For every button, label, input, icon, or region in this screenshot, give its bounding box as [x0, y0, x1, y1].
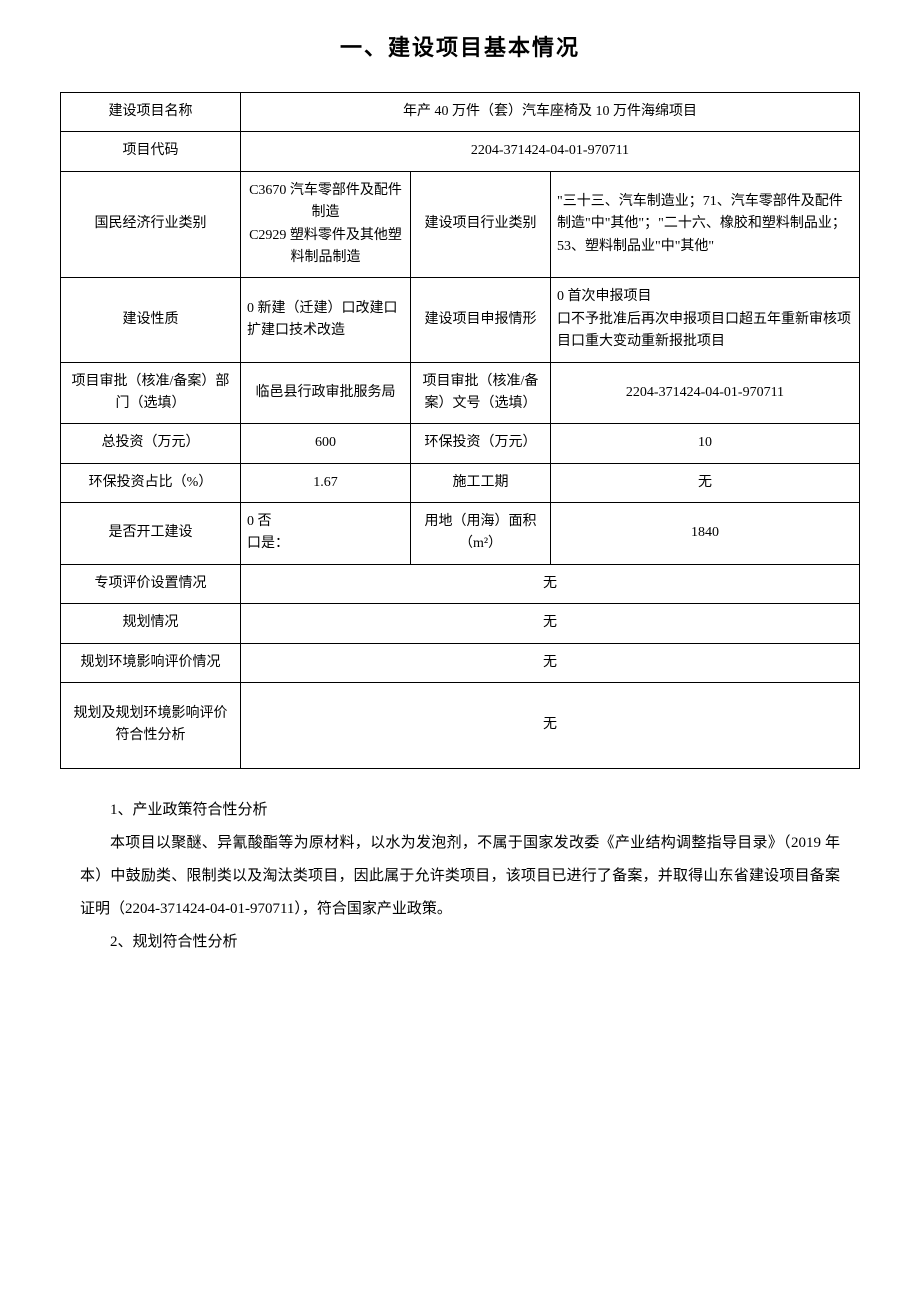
body-paragraphs: 1、产业政策符合性分析 本项目以聚醚、异氰酸酯等为原材料，以水为发泡剂，不属于国… [60, 794, 860, 959]
paragraph: 本项目以聚醚、异氰酸酯等为原材料，以水为发泡剂，不属于国家发改委《产业结构调整指… [80, 827, 840, 926]
cell-label: 专项评价设置情况 [61, 564, 241, 603]
cell-value: 0 否 口是： [241, 503, 411, 565]
cell-value: 无 [241, 564, 860, 603]
table-row: 国民经济行业类别 C3670 汽车零部件及配件制造 C2929 塑料零件及其他塑… [61, 171, 860, 278]
paragraph: 1、产业政策符合性分析 [80, 794, 840, 827]
table-row: 建设项目名称 年产 40 万件（套）汽车座椅及 10 万件海绵项目 [61, 93, 860, 132]
cell-value: 10 [551, 424, 860, 463]
cell-value: 1840 [551, 503, 860, 565]
cell-label: 项目审批（核准/备案）部门（选填） [61, 362, 241, 424]
table-row: 是否开工建设 0 否 口是： 用地（用海）面积（m²） 1840 [61, 503, 860, 565]
cell-value: 无 [241, 643, 860, 682]
project-info-table: 建设项目名称 年产 40 万件（套）汽车座椅及 10 万件海绵项目 项目代码 2… [60, 92, 860, 769]
table-row: 建设性质 0 新建（迁建）口改建口扩建口技术改造 建设项目申报情形 0 首次申报… [61, 278, 860, 362]
cell-value: "三十三、汽车制造业；71、汽车零部件及配件制造"中"其他"；"二十六、橡胶和塑… [551, 171, 860, 278]
cell-value: 600 [241, 424, 411, 463]
cell-value: 2204-371424-04-01-970711 [241, 132, 860, 171]
cell-value: 1.67 [241, 463, 411, 502]
cell-value: 临邑县行政审批服务局 [241, 362, 411, 424]
cell-label: 项目审批（核准/备案）文号（选填） [411, 362, 551, 424]
cell-value: 无 [241, 604, 860, 643]
cell-value: 0 新建（迁建）口改建口扩建口技术改造 [241, 278, 411, 362]
table-row: 项目审批（核准/备案）部门（选填） 临邑县行政审批服务局 项目审批（核准/备案）… [61, 362, 860, 424]
cell-label: 建设性质 [61, 278, 241, 362]
table-row: 规划及规划环境影响评价符合性分析 无 [61, 683, 860, 769]
cell-value: 0 首次申报项目 口不予批准后再次申报项目口超五年重新审核项目口重大变动重新报批… [551, 278, 860, 362]
cell-value: 年产 40 万件（套）汽车座椅及 10 万件海绵项目 [241, 93, 860, 132]
cell-value: 2204-371424-04-01-970711 [551, 362, 860, 424]
cell-label: 规划环境影响评价情况 [61, 643, 241, 682]
cell-value: 无 [241, 683, 860, 769]
page-title: 一、建设项目基本情况 [60, 30, 860, 62]
table-row: 规划情况 无 [61, 604, 860, 643]
cell-value: C3670 汽车零部件及配件制造 C2929 塑料零件及其他塑料制品制造 [241, 171, 411, 278]
paragraph: 2、规划符合性分析 [80, 926, 840, 959]
table-row: 规划环境影响评价情况 无 [61, 643, 860, 682]
cell-label: 施工工期 [411, 463, 551, 502]
cell-label: 环保投资（万元） [411, 424, 551, 463]
cell-label: 项目代码 [61, 132, 241, 171]
cell-label: 是否开工建设 [61, 503, 241, 565]
cell-label: 建设项目申报情形 [411, 278, 551, 362]
table-row: 总投资（万元） 600 环保投资（万元） 10 [61, 424, 860, 463]
cell-value: 无 [551, 463, 860, 502]
table-row: 环保投资占比（%） 1.67 施工工期 无 [61, 463, 860, 502]
cell-label: 规划情况 [61, 604, 241, 643]
cell-label: 国民经济行业类别 [61, 171, 241, 278]
cell-label: 规划及规划环境影响评价符合性分析 [61, 683, 241, 769]
cell-label: 总投资（万元） [61, 424, 241, 463]
table-row: 专项评价设置情况 无 [61, 564, 860, 603]
cell-label: 建设项目名称 [61, 93, 241, 132]
table-row: 项目代码 2204-371424-04-01-970711 [61, 132, 860, 171]
cell-label: 用地（用海）面积（m²） [411, 503, 551, 565]
cell-label: 环保投资占比（%） [61, 463, 241, 502]
cell-label: 建设项目行业类别 [411, 171, 551, 278]
